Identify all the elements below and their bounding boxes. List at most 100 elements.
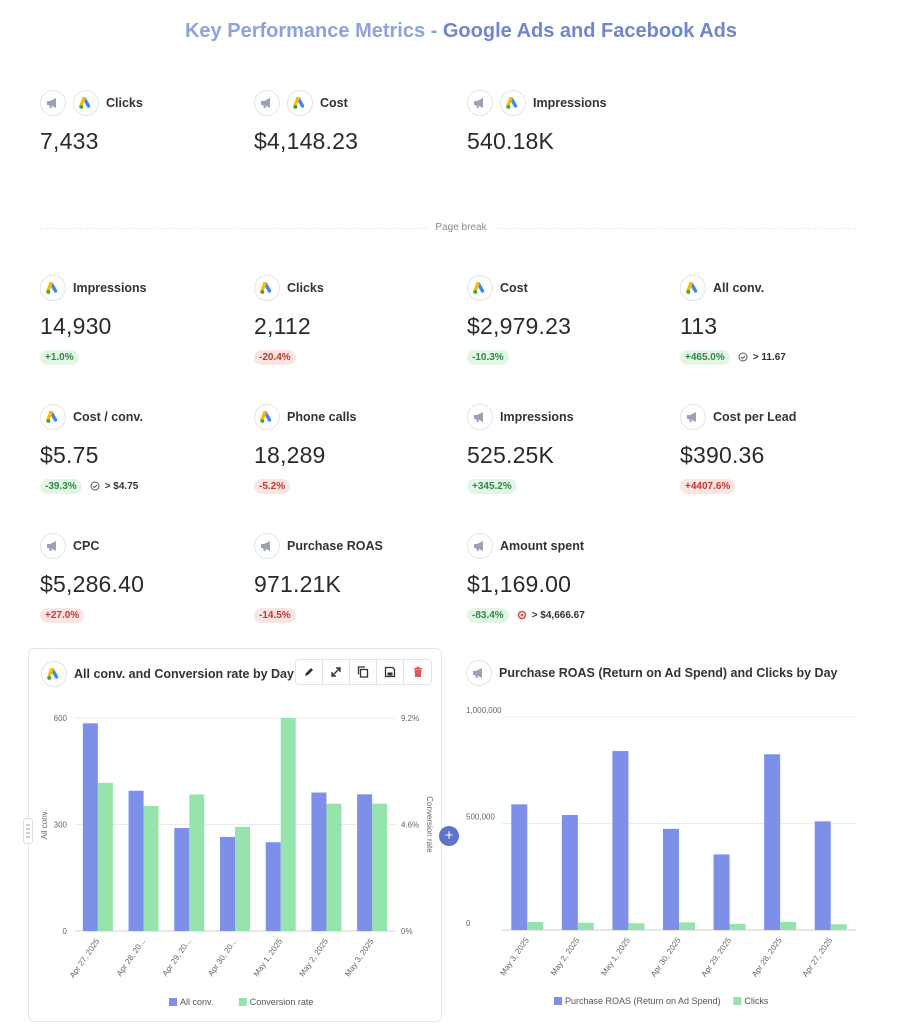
x-tick-label: May 1, 2025 [252,937,285,979]
metric-card[interactable]: Impressions 14,930 +1.0% [40,275,240,365]
x-tick-label: Apr 29, 2025 [700,936,734,979]
x-tick-label: Apr 27, 2025 [68,937,102,980]
x-tick-label: Apr 29, 20... [161,937,193,978]
change-badge: +465.0% [680,349,730,365]
metric-card[interactable]: CPC $5,286.40 +27.0% [40,533,240,623]
summary-value: 7,433 [40,128,99,154]
bar-purchase-roas[interactable] [713,854,730,930]
bar-purchase-roas[interactable] [663,828,679,930]
summary-value: 540.18K [467,128,555,154]
metric-value: 113 [680,313,718,339]
bar-all-conv[interactable] [220,836,235,931]
facebook-ads-icon [254,90,280,116]
bar-clicks[interactable] [679,922,695,930]
metric-card[interactable]: Clicks 2,112 -20.4% [254,275,454,365]
metric-label: All conv. [713,281,765,295]
edit-icon[interactable] [296,660,323,684]
bar-conversion-rate[interactable] [189,794,205,931]
metric-value: $5.75 [40,442,99,468]
metric-value: 2,112 [254,313,311,339]
bar-purchase-roas[interactable] [511,804,528,930]
metric-card[interactable]: Impressions 525.25K +345.2% [467,404,667,494]
google-ads-icon [287,90,313,116]
bar-all-conv[interactable] [82,723,98,931]
goal-indicator: > $4.75 [90,480,139,492]
bar-conversion-rate[interactable] [97,782,113,931]
change-badge: -39.3% [40,478,82,494]
summary-card-impressions[interactable]: Impressions 540.18K [467,90,667,155]
report-title-part2: Google Ads and Facebook Ads [442,20,737,42]
change-badge: +345.2% [467,478,517,494]
y-tick-label: 0 [63,927,68,936]
legend-item[interactable]: Clicks [744,996,768,1006]
metric-value: 14,930 [40,313,112,339]
goal-value: > 11.67 [752,351,786,363]
x-tick-label: Apr 27, 2025 [801,936,835,979]
metric-card[interactable]: Phone calls 18,289 -5.2% [254,404,454,494]
bar-conversion-rate[interactable] [326,803,342,931]
google-ads-icon [680,275,706,301]
metric-value: $2,979.23 [467,313,572,339]
bar-clicks[interactable] [830,924,847,930]
google-ads-icon [467,275,493,301]
chart-header: All conv. and Conversion rate by Day [41,661,294,687]
metric-card[interactable]: Purchase ROAS 971.21K -14.5% [254,533,454,623]
drag-handle[interactable] [23,818,33,844]
bar-conversion-rate[interactable] [143,805,159,931]
goal-target-icon [517,610,532,620]
add-widget-button[interactable]: + [439,826,459,846]
facebook-ads-icon [467,90,493,116]
google-ads-icon [40,275,66,301]
facebook-ads-icon [466,660,492,686]
metric-card[interactable]: All conv. 113 +465.0% > 11.67 [680,275,880,365]
legend-swatch [554,997,562,1005]
bar-all-conv[interactable] [265,842,281,931]
bar-clicks[interactable] [729,924,746,930]
metric-card[interactable]: Cost per Lead $390.36 +4407.6% [680,404,880,494]
metric-card[interactable]: Amount spent $1,169.00 -83.4% > $4,666.67 [467,533,667,623]
chart-card-purchase-roas[interactable]: Purchase ROAS (Return on Ad Spend) and C… [460,648,874,1022]
metric-value: $5,286.40 [40,571,145,597]
save-icon[interactable] [377,660,404,684]
metric-card[interactable]: Cost / conv. $5.75 -39.3% > $4.75 [40,404,240,494]
x-tick-label: Apr 28, 2025 [750,936,784,979]
goal-value: > $4.75 [104,480,139,492]
copy-icon[interactable] [350,660,377,684]
delete-icon[interactable] [404,660,431,684]
page-break: Page break [0,222,922,233]
bar-all-conv[interactable] [311,792,327,931]
bar-purchase-roas[interactable] [561,814,578,930]
bar-all-conv[interactable] [174,828,190,931]
bar-purchase-roas[interactable] [764,754,781,930]
metric-value: 971.21K [254,571,342,597]
y-axis-title: All conv. [40,810,49,840]
bar-clicks[interactable] [780,921,797,930]
bar-all-conv[interactable] [128,790,144,931]
bar-clicks[interactable] [527,921,544,930]
summary-card-cost[interactable]: Cost $4,148.23 [254,90,454,155]
bar-clicks[interactable] [577,922,594,930]
goal-indicator: > $4,666.67 [517,610,585,621]
legend-item[interactable]: All conv. [180,997,213,1007]
chart-card-all-conv[interactable]: All conv. and Conversion rate by Day 0 30… [28,648,442,1022]
bar-clicks[interactable] [628,923,645,930]
google-ads-icon [500,90,526,116]
chart-purchase-roas-clicks: 0 500,000 1,000,000 May 3, 2025 May 2, 2025 M… [466,706,856,1006]
bar-conversion-rate[interactable] [235,826,250,931]
legend-item[interactable]: Conversion rate [250,997,314,1007]
goal-indicator: > 11.67 [738,352,786,363]
x-tick-label: Apr 30, 2025 [649,936,683,979]
x-tick-label: May 2, 2025 [549,936,582,978]
expand-icon[interactable] [323,660,350,684]
legend-item[interactable]: Purchase ROAS (Return on Ad Spend) [565,996,721,1006]
y2-tick-label: 0% [401,927,413,936]
bar-conversion-rate[interactable] [372,803,388,931]
summary-card-clicks[interactable]: Clicks 7,433 [40,90,240,155]
metric-card[interactable]: Cost $2,979.23 -10.3% [467,275,667,365]
bar-purchase-roas[interactable] [814,821,831,930]
bar-purchase-roas[interactable] [612,751,629,930]
bar-all-conv[interactable] [357,794,373,931]
bar-conversion-rate[interactable] [280,718,296,931]
report-title: Key Performance Metrics - Google Ads and… [0,20,922,43]
metric-label: Phone calls [287,410,357,424]
